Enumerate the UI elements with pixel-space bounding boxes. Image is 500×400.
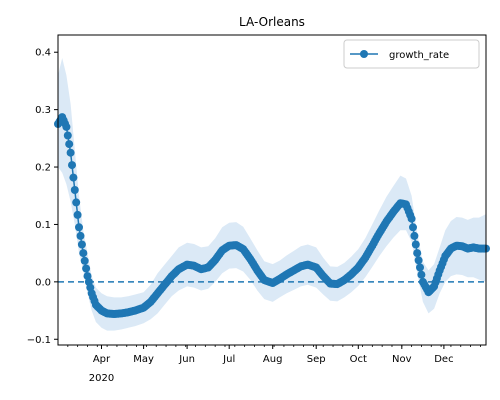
y-tick-label: 0.2	[35, 163, 51, 174]
data-point	[70, 186, 79, 194]
plot-frame	[57, 34, 487, 346]
legend-frame	[343, 39, 480, 69]
data-point	[413, 249, 422, 258]
data-point	[62, 122, 71, 131]
x-tick-label: May	[133, 354, 154, 365]
data-point	[414, 256, 423, 265]
y-tick-label: 0.0	[35, 277, 51, 288]
legend: growth_rate	[343, 39, 480, 69]
data-point	[407, 214, 416, 223]
x-tick-label: Oct	[350, 354, 367, 365]
data-point	[417, 270, 426, 279]
data-point	[411, 240, 420, 249]
data-point	[69, 173, 78, 182]
x-tick-year-label: 2020	[89, 373, 114, 384]
axes: −0.1 0.0 0.1 0.2 0.3 0.4 Apr 2020 May Jun Jul Aug Se…	[27, 34, 487, 384]
data-point	[72, 198, 81, 207]
x-tick-label: Dec	[434, 354, 453, 365]
x-tick-label: Jun	[178, 354, 195, 365]
data-point	[75, 223, 83, 232]
confidence-band	[58, 58, 486, 331]
data-point	[73, 210, 82, 219]
data-point	[77, 240, 86, 249]
data-point	[79, 249, 88, 258]
x-tick-label: Apr	[93, 354, 111, 365]
series-markers	[54, 113, 490, 318]
data-point	[66, 148, 75, 157]
data-point	[410, 231, 419, 240]
plot-area	[54, 58, 490, 331]
chart-title: LA-Orleans	[239, 15, 305, 29]
x-tick-label: Jul	[222, 354, 235, 365]
x-tick-label: Nov	[392, 354, 412, 365]
y-tick-label: −0.1	[27, 335, 51, 346]
y-tick-label: 0.1	[35, 220, 51, 231]
y-tick-label: 0.4	[35, 48, 51, 59]
data-point	[416, 263, 424, 272]
x-tick-label: Aug	[263, 354, 283, 365]
data-point	[80, 256, 89, 265]
data-point	[65, 140, 74, 149]
data-point	[76, 231, 85, 240]
data-point	[63, 131, 72, 140]
legend-series-marker	[360, 50, 368, 58]
legend-entry-growth-rate: growth_rate	[389, 50, 449, 61]
data-point	[82, 264, 91, 273]
x-tick-label: Sep	[307, 354, 326, 365]
y-tick-label: 0.3	[35, 105, 51, 116]
data-point	[68, 161, 76, 170]
data-point	[409, 223, 417, 232]
